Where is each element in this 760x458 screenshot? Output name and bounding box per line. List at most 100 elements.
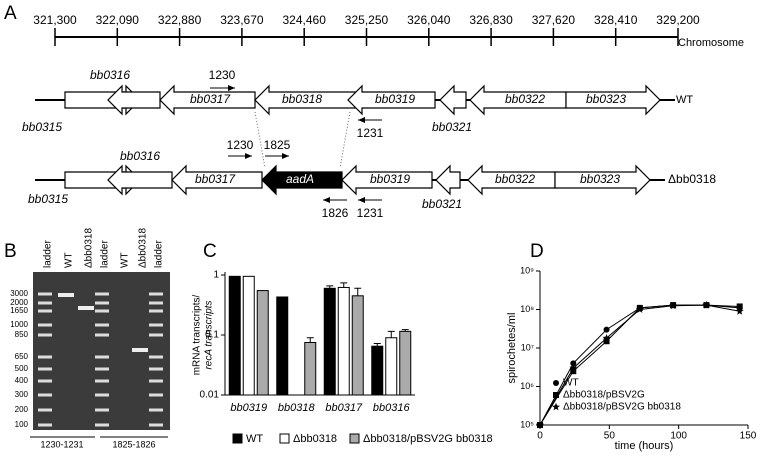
gene-label: bb0317 [195, 172, 236, 186]
ladder-band [38, 379, 52, 383]
bar [256, 290, 269, 396]
ladder-band [95, 379, 109, 383]
gene-label: bb0318 [282, 92, 322, 106]
x-tick-label: 50 [604, 431, 616, 442]
legend-swatch [232, 433, 243, 444]
ladder-band [38, 333, 52, 337]
marker [570, 368, 577, 375]
error-bar [340, 282, 348, 288]
gene-label: bb0316 [90, 68, 130, 82]
size-label: 400 [15, 376, 29, 385]
gene-label: bb0321 [432, 120, 472, 134]
legend-swatch [279, 433, 290, 444]
bar [323, 287, 336, 396]
size-label: 650 [15, 352, 29, 361]
ladder-band [95, 323, 109, 327]
ladder-band [38, 301, 52, 305]
marker [553, 380, 559, 386]
lane-label: ladder [154, 240, 165, 268]
ladder-band [38, 323, 52, 327]
y-tick-label: 0.01 [200, 390, 220, 401]
gene-label: bb0319 [370, 172, 410, 186]
size-label: 300 [15, 390, 29, 399]
ladder-band [95, 333, 109, 337]
ladder-band [149, 379, 163, 383]
ladder-band [149, 423, 163, 427]
y-axis-label: mRNA transcripts/ [192, 294, 203, 375]
primer-label: 1231 [357, 206, 384, 220]
marker [569, 363, 578, 372]
tick-label: 327,620 [532, 13, 576, 27]
bar [351, 295, 364, 396]
y-tick-label: 0.1 [205, 330, 219, 341]
y-tick-label: 10⁵ [520, 419, 534, 429]
bar [337, 286, 350, 396]
gene-arrow [107, 84, 161, 116]
marker [735, 307, 744, 315]
ladder-band [38, 309, 52, 313]
x-tick-label: bb0317 [325, 402, 363, 414]
gene-arrow [435, 164, 461, 196]
ladder-band [38, 393, 52, 397]
ladder-band [38, 367, 52, 371]
ladder-band [149, 309, 163, 313]
panel-label: A [4, 3, 17, 24]
gene-label: bb0323 [580, 172, 620, 186]
product-band [78, 306, 94, 310]
gene-arrow [565, 84, 661, 116]
product-band [132, 348, 148, 352]
ladder-band [38, 292, 52, 296]
tick-label: 329,200 [656, 13, 700, 27]
gene-arrow [171, 164, 263, 196]
ladder-band [38, 355, 52, 359]
gene-label: bb0315 [28, 192, 68, 206]
bar [242, 275, 255, 396]
legend-label: Δbb0318/pBSV2G bb0318 [563, 402, 681, 413]
tick-label: 322,880 [158, 13, 202, 27]
size-label: 100 [15, 420, 29, 429]
row-label: Δbb0318 [668, 172, 716, 186]
legend-label: Δbb0318/pBSV2G bb0318 [363, 433, 493, 445]
connector [254, 111, 266, 169]
tick-label: 323,670 [220, 13, 264, 27]
size-label: 200 [15, 405, 29, 414]
ladder-band [38, 423, 52, 427]
tick-label: 322,090 [96, 13, 140, 27]
gene-arrow [107, 164, 173, 196]
bar [276, 296, 289, 396]
ladder-band [149, 333, 163, 337]
ladder-band [149, 355, 163, 359]
tick-label: 325,250 [345, 13, 389, 27]
marker [603, 326, 610, 333]
x-tick-label: bb0319 [230, 402, 267, 414]
gene-label: bb0319 [375, 92, 415, 106]
y-tick-label: 1 [213, 270, 219, 281]
gene-label: bb0317 [190, 92, 231, 106]
marker [536, 420, 544, 429]
lane-label: ladder [43, 240, 54, 268]
marker [702, 300, 711, 309]
ladder-band [149, 393, 163, 397]
y-tick-label: 10⁷ [521, 342, 534, 352]
legend-label: WT [563, 378, 579, 389]
marker [603, 338, 610, 345]
lane-label: WT [120, 252, 131, 268]
size-label: 1000 [10, 320, 28, 329]
tick-label: 326,830 [469, 13, 513, 27]
ladder-band [149, 408, 163, 412]
gene-arrow [554, 164, 651, 196]
gene-arrow [341, 164, 433, 196]
tick-label: 326,040 [407, 13, 451, 27]
ladder-band [95, 309, 109, 313]
y-tick-label: 10⁹ [520, 265, 534, 275]
gene-label: bb0323 [586, 92, 626, 106]
lane-label: WT [64, 252, 75, 268]
size-label: 2000 [10, 298, 28, 307]
x-tick-label: bb0318 [278, 402, 316, 414]
ladder-band [149, 292, 163, 296]
gene-arrow [347, 84, 436, 116]
error-bar [373, 343, 381, 347]
gene-arrow [159, 84, 256, 116]
bar [371, 345, 384, 396]
